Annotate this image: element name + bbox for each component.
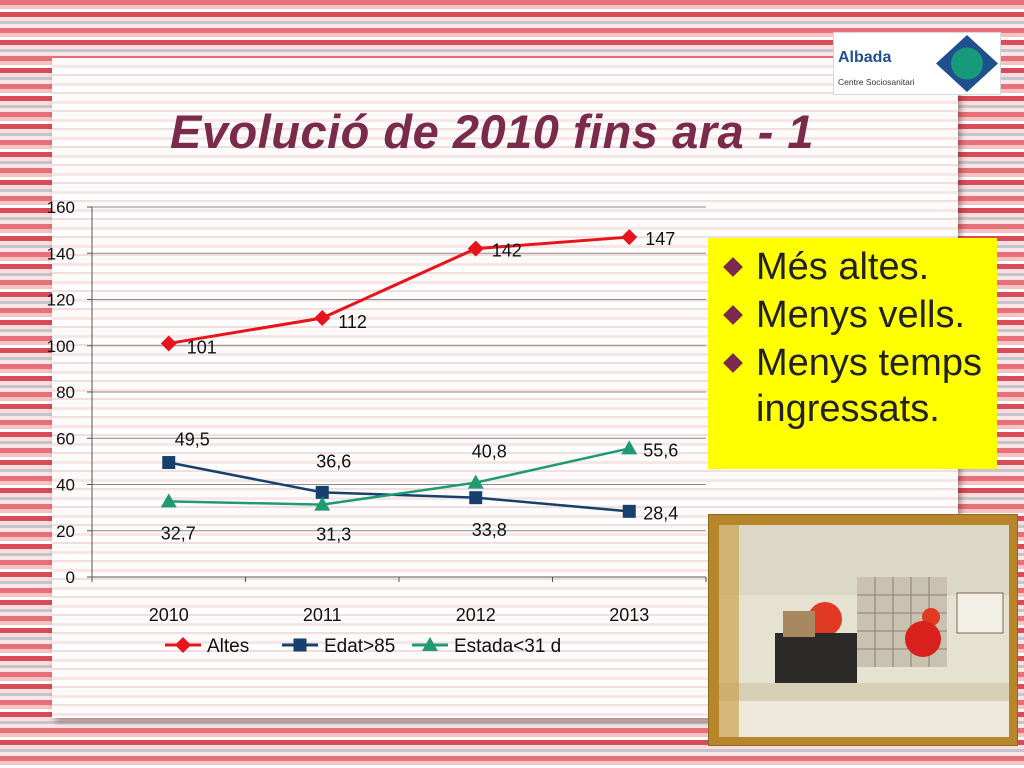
y-tick-label: 0 <box>66 568 75 587</box>
series-line <box>168 447 630 506</box>
legend-label: Edat>85 <box>324 636 395 657</box>
data-point <box>469 491 483 505</box>
data-label: 49,5 <box>175 430 210 450</box>
bullet-diamond-icon <box>723 305 743 325</box>
reception-photo-image <box>709 515 1017 745</box>
reception-photo <box>708 514 1018 746</box>
legend-label: Estada<31 d <box>454 636 561 657</box>
logo-mark-icon <box>936 35 998 92</box>
x-tick-label: 2012 <box>456 605 496 625</box>
bullet-item: Menys temps ingressats. <box>720 340 991 432</box>
data-point <box>467 474 484 489</box>
y-tick-label: 20 <box>56 522 75 541</box>
y-tick-label: 40 <box>56 476 75 495</box>
data-label: 32,7 <box>161 523 196 543</box>
data-point <box>315 485 329 499</box>
y-tick-label: 100 <box>47 337 75 356</box>
data-point <box>314 496 331 511</box>
data-point <box>621 440 638 455</box>
bullet-item: Més altes. <box>720 244 991 290</box>
logo-circle <box>951 47 983 80</box>
data-point <box>314 310 331 326</box>
data-point <box>422 637 438 651</box>
data-point <box>162 456 176 470</box>
data-point <box>467 240 484 257</box>
data-label: 101 <box>187 337 217 357</box>
bullet-item: Menys vells. <box>720 292 991 338</box>
data-point <box>175 637 191 653</box>
legend-label: Altes <box>207 636 249 657</box>
data-point <box>160 493 177 508</box>
bullet-text: Menys vells. <box>756 294 966 336</box>
data-label: 112 <box>338 312 367 332</box>
data-point <box>622 504 636 518</box>
data-label: 36,6 <box>316 451 351 471</box>
data-label: 142 <box>492 241 522 261</box>
logo-subtitle: Centre Sociosanitari <box>838 77 915 87</box>
bullet-diamond-icon <box>723 353 743 373</box>
x-tick-label: 2010 <box>149 605 189 625</box>
x-tick-label: 2013 <box>609 605 649 625</box>
bullet-text: Menys temps ingressats. <box>756 342 982 430</box>
data-label: 31,3 <box>316 525 351 545</box>
x-tick-label: 2011 <box>303 605 342 625</box>
series-line <box>168 461 630 513</box>
y-tick-label: 140 <box>47 244 75 263</box>
data-label: 55,6 <box>643 440 678 460</box>
series-line <box>168 235 630 345</box>
bullet-box: Més altes. Menys vells. Menys temps ingr… <box>708 238 997 469</box>
data-label: 28,4 <box>643 503 678 523</box>
y-tick-label: 60 <box>56 429 75 448</box>
data-label: 33,8 <box>472 520 507 540</box>
bullet-text: Més altes. <box>756 246 930 288</box>
bullet-diamond-icon <box>723 257 743 277</box>
data-label: 147 <box>645 229 675 249</box>
y-tick-label: 160 <box>47 198 75 217</box>
data-point <box>621 229 638 246</box>
data-point <box>160 335 177 352</box>
data-point <box>293 638 307 652</box>
logo: Albada Centre Sociosanitari <box>833 32 1001 95</box>
y-tick-label: 80 <box>56 383 75 402</box>
data-label: 40,8 <box>472 442 507 462</box>
logo-name: Albada <box>838 49 892 66</box>
slide-title: Evolució de 2010 fins ara - 1 <box>170 105 815 158</box>
y-tick-label: 120 <box>47 291 75 310</box>
